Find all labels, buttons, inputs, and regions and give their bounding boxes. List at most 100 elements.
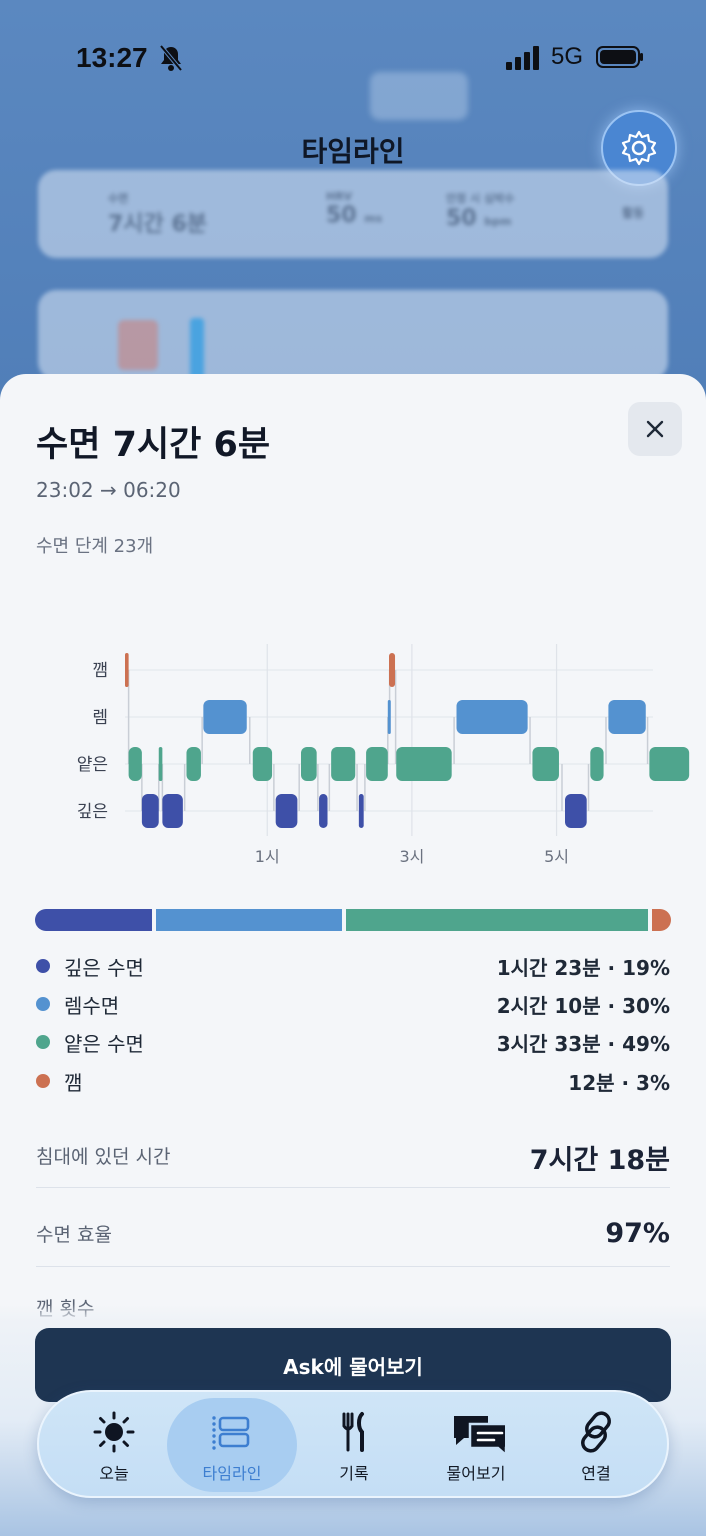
stage-segment-렘: [387, 700, 391, 734]
metric-label: 침대에 있던 시간: [36, 1146, 171, 1168]
tab-label: 물어보기: [446, 1464, 506, 1483]
distribution-segment-rem: [156, 909, 342, 931]
legend-value: 2시간 10분 · 30%: [496, 993, 670, 1018]
metric-value: 97%: [605, 1218, 670, 1249]
link-icon: [581, 1411, 611, 1453]
timeline-card: [38, 290, 668, 380]
tab-bar: 오늘 타임라인 기록: [37, 1390, 669, 1498]
divider: [36, 1266, 670, 1267]
metric-label: 수면 효율: [36, 1224, 112, 1246]
timeline-icon: [212, 1416, 250, 1450]
stage-segment-깊은: [358, 794, 364, 828]
legend-value: 12분 · 3%: [568, 1070, 670, 1095]
stage-segment-얕은: [396, 747, 452, 781]
legend-label: 깸: [64, 1070, 83, 1095]
stage-segment-깸: [125, 653, 129, 687]
tab-connect[interactable]: 연결: [531, 1398, 661, 1492]
distribution-segment-awake: [652, 909, 671, 931]
legend-dot-rem: [36, 997, 50, 1011]
y-tick-label: 깊은: [77, 802, 108, 822]
tab-today[interactable]: 오늘: [49, 1398, 179, 1492]
legend-dot-light: [36, 1035, 50, 1049]
stage-segment-렘: [203, 700, 247, 734]
legend-light: 얕은 수면 3시간 33분 · 49%: [36, 1027, 670, 1057]
stage-segment-깊은: [319, 794, 328, 828]
tab-label: 오늘: [99, 1464, 129, 1483]
stage-segment-깊은: [565, 794, 587, 828]
legend-label: 깊은 수면: [64, 955, 144, 980]
tab-label: 기록: [339, 1464, 369, 1483]
sheet-title: 수면 7시간 6분: [36, 425, 271, 465]
tab-label: 연결: [581, 1464, 611, 1483]
x-tick-label: 3시: [399, 847, 424, 866]
legend-label: 렘수면: [64, 993, 120, 1018]
legend-value: 3시간 33분 · 49%: [496, 1031, 670, 1056]
stage-segment-얕은: [366, 747, 388, 781]
close-button[interactable]: [628, 402, 682, 456]
ask-button[interactable]: Ask에 물어보기: [35, 1328, 671, 1402]
legend-value: 1시간 23분 · 19%: [496, 955, 670, 980]
legend-deep: 깊은 수면 1시간 23분 · 19%: [36, 951, 670, 981]
stage-segment-얕은: [128, 747, 142, 781]
sleep-detail-sheet: 수면 7시간 6분 23:02 → 06:20 수면 단계 23개 1시 3시 5시…: [0, 374, 706, 1536]
legend-label: 얕은 수면: [64, 1031, 144, 1056]
y-tick-label: 깸: [92, 661, 108, 681]
metric-in-bed: 침대에 있던 시간 7시간 18분: [36, 1138, 670, 1188]
stage-segment-얕은: [252, 747, 273, 781]
stage-segment-깸: [389, 653, 396, 687]
close-icon: [646, 420, 664, 438]
summary-stats-card: 수면 7시간 6분 HRV 50 ms 안정 시 심박수 50 bpm 활동: [38, 170, 668, 258]
metric-efficiency: 수면 효율 97%: [36, 1218, 670, 1268]
stage-segment-깊은: [141, 794, 159, 828]
tab-ask[interactable]: 물어보기: [411, 1398, 541, 1492]
x-tick-label: 5시: [544, 847, 569, 866]
stage-segment-얕은: [301, 747, 317, 781]
legend-awake: 깸 12분 · 3%: [36, 1066, 670, 1096]
stat-resting-hr: 안정 시 심박수 50 bpm: [446, 192, 515, 231]
stage-segment-얕은: [590, 747, 604, 781]
stat-hrv: HRV 50 ms: [326, 190, 383, 228]
distribution-segment-deep: [35, 909, 153, 931]
gear-icon: [621, 130, 657, 166]
stage-segment-얕은: [158, 747, 163, 781]
legend-dot-awake: [36, 1074, 50, 1088]
stage-segment-얕은: [649, 747, 690, 781]
stat-activity: 활동: [622, 206, 645, 220]
stage-segment-렘: [456, 700, 528, 734]
legend-dot-deep: [36, 959, 50, 973]
network-label: 5G: [551, 43, 584, 70]
battery-icon: [596, 46, 643, 68]
utensils-icon: [342, 1412, 364, 1452]
stage-segment-깊은: [162, 794, 183, 828]
tab-label: 타임라인: [202, 1464, 262, 1483]
stage-segment-얕은: [532, 747, 559, 781]
distribution-segment-light: [345, 909, 649, 931]
chat-icon: [454, 1416, 505, 1454]
tab-timeline[interactable]: 타임라인: [167, 1398, 297, 1492]
signal-icon: [506, 46, 539, 70]
stage-distribution-bar: [35, 909, 671, 931]
stage-segment-얕은: [186, 747, 201, 781]
blurred-segment: [370, 72, 468, 120]
status-bar: 13:27 5G: [0, 30, 706, 86]
stage-segment-깊은: [275, 794, 298, 828]
stat-sleep: 수면 7시간 6분: [108, 192, 207, 237]
page-title: 타임라인: [301, 135, 405, 168]
x-tick-label: 1시: [255, 847, 280, 866]
bell-slash-icon: [159, 44, 183, 72]
blurred-bar: [190, 318, 204, 380]
stage-segment-얕은: [331, 747, 356, 781]
sun-icon: [93, 1411, 135, 1453]
sleep-time-range: 23:02 → 06:20: [36, 478, 181, 502]
stage-segment-렘: [608, 700, 646, 734]
metric-value: 7시간 18분: [529, 1145, 670, 1176]
legend-rem: 렘수면 2시간 10분 · 30%: [36, 989, 670, 1019]
tab-log[interactable]: 기록: [289, 1398, 419, 1492]
status-time: 13:27: [76, 42, 148, 73]
divider: [36, 1187, 670, 1188]
y-tick-label: 렘: [92, 708, 108, 728]
stage-count: 수면 단계 23개: [36, 536, 154, 557]
blurred-mark: [118, 320, 158, 370]
y-tick-label: 얕은: [77, 755, 108, 775]
